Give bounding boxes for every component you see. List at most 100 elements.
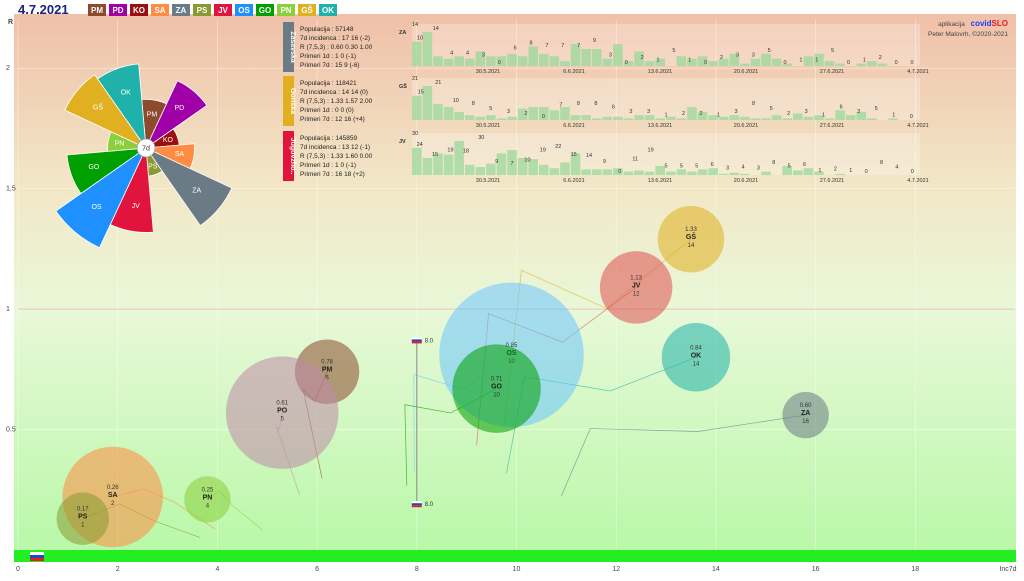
- bubble-ZA: [782, 391, 829, 439]
- panel-bar: [623, 61, 634, 66]
- panel-bar: [602, 116, 613, 120]
- panel-bar: [814, 115, 824, 120]
- panel-bar: [697, 111, 708, 120]
- panel-bar: [740, 116, 750, 120]
- bubble-PS: [56, 492, 110, 545]
- panel-bar: [507, 53, 517, 66]
- flag-stripe: [411, 503, 422, 506]
- panel-value-label: 5: [664, 163, 667, 169]
- bubble-name-label: GO: [491, 384, 502, 391]
- panel-value-label: 0: [704, 60, 707, 66]
- bubble-r-label: 0.71: [491, 377, 503, 383]
- x-tick-label: 0: [16, 566, 20, 573]
- panel-bar: [412, 41, 422, 66]
- panel-value-label: 7: [559, 103, 562, 109]
- panel-code: GŠ: [399, 82, 407, 90]
- panel-value-label: 7: [511, 161, 514, 167]
- bubble-inc-label: 14: [693, 361, 700, 367]
- panel-stat-line: Primeri 1d : 0 0 (0): [300, 107, 354, 114]
- region-tag-11: [319, 4, 337, 16]
- panel-stat-line: R (7,5,3) : 0.60 0.30 1.00: [300, 44, 373, 51]
- bubble-r-label: 1.13: [630, 275, 642, 281]
- panel-value-label: 9: [593, 38, 596, 44]
- panel-bar: [422, 32, 433, 66]
- panel-bar: [517, 108, 528, 120]
- bubble-name-label: JV: [632, 282, 641, 289]
- bubble-name-label: PS: [78, 514, 88, 521]
- panel-value-label: 0: [865, 169, 868, 175]
- region-tag-4: [172, 4, 190, 16]
- panel-value-label: 1: [818, 168, 821, 174]
- bubble-GŠ: [657, 205, 725, 273]
- panel-value-label: 15: [571, 152, 577, 158]
- panel-bar: [761, 53, 771, 66]
- panel-value-label: 6: [711, 162, 714, 168]
- panel-bar: [591, 49, 602, 66]
- panel-value-label: 1: [892, 112, 895, 118]
- panel-bar: [676, 118, 687, 120]
- national-top_label: 8.0: [425, 338, 434, 344]
- credit-prefix: aplikacija: [938, 21, 965, 28]
- panel-bar: [697, 56, 708, 66]
- panel-value-label: 3: [507, 109, 510, 115]
- panel-bar: [803, 116, 814, 120]
- panel-bar: [867, 61, 877, 66]
- y-tick-label: 1,5: [6, 186, 16, 193]
- region-tag-3: [151, 4, 169, 16]
- panel-bar: [750, 58, 761, 66]
- panel-top-label: 21: [412, 76, 418, 82]
- x-tick-label: 8: [415, 566, 419, 573]
- panel-value-label: 8: [880, 160, 883, 166]
- panel-value-label: 3: [757, 166, 760, 172]
- bubble-inc-label: 5: [281, 417, 285, 423]
- trail-ZA: [561, 414, 806, 497]
- panel-bar: [655, 165, 665, 175]
- panel-value-label: 0: [542, 114, 545, 120]
- panel-bar: [443, 154, 454, 175]
- panel-bar: [718, 173, 729, 175]
- panel-stat-line: Primeri 7d : 12 16 (+4): [300, 116, 365, 123]
- panel-bar: [486, 163, 496, 175]
- panel-value-label: 6: [514, 45, 517, 51]
- panel-value-label: 0: [910, 114, 913, 120]
- flag-stripe: [411, 501, 422, 504]
- panel-bar: [570, 153, 581, 175]
- rose-slice-label: PM: [147, 111, 158, 118]
- region-tag-7: [235, 4, 253, 16]
- panel-bar: [740, 63, 750, 66]
- panel-top-label: 14: [412, 22, 418, 28]
- region-tag-label: GŠ: [301, 6, 313, 15]
- panel-value-label: 3: [482, 53, 485, 59]
- panel-bar: [422, 158, 433, 175]
- slovenia-flag-icon: [30, 552, 44, 561]
- panel-bar: [835, 110, 845, 120]
- flag-stripe: [411, 339, 422, 342]
- panel-value-label: 5: [875, 106, 878, 112]
- bubble-r-label: 0.60: [800, 403, 812, 409]
- panel-bar: [623, 171, 634, 175]
- panel-stat-line: R (7,5,3) : 1.33 1.57 2.00: [300, 98, 373, 105]
- panel-value-label: 2: [524, 111, 527, 117]
- panel-bar: [687, 171, 697, 175]
- panel-bar: [581, 49, 591, 66]
- panel-date-label: 6.6.2021: [563, 123, 584, 129]
- panel-value-label: 2: [787, 111, 790, 117]
- panel-bar: [824, 61, 835, 66]
- panel-bar: [539, 164, 549, 175]
- panel-stat-line: 7d incidenca : 13 12 (-1): [300, 144, 370, 151]
- panel-value-label: 9: [495, 159, 498, 165]
- bubble-name-label: OK: [691, 352, 702, 359]
- panel-bar: [433, 103, 443, 120]
- panel-bar: [570, 115, 581, 120]
- panel-value-label: 1: [849, 168, 852, 174]
- x-tick-label: 12: [612, 566, 620, 573]
- panel-value-label: 10: [524, 158, 530, 164]
- panel-bar: [464, 58, 475, 66]
- panel-name: Zasavska: [289, 31, 296, 63]
- bubble-name-label: SA: [108, 492, 118, 499]
- bubble-inc-label: 6: [325, 376, 329, 382]
- region-tag-8: [256, 4, 274, 16]
- panel-value-label: 2: [700, 111, 703, 117]
- bubble-inc-label: 12: [633, 291, 640, 297]
- panel-value-label: 1: [799, 58, 802, 64]
